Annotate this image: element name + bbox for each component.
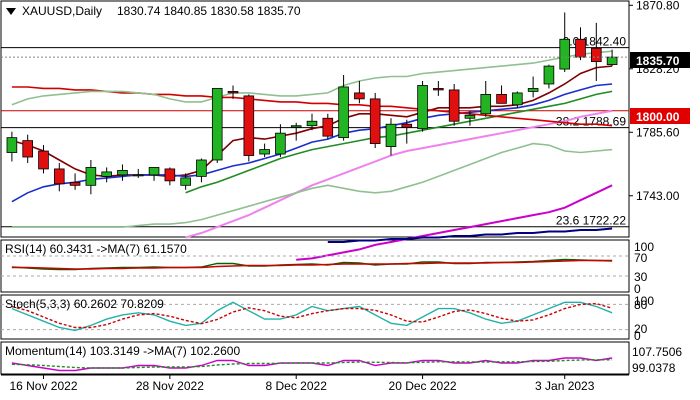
candle-body-22 [354,92,365,100]
candle-body-7 [117,170,128,176]
overlay-line-6 [11,142,613,228]
candle-body-11 [180,177,191,186]
stoch-level-80: 80 [634,298,648,312]
momentum-label: Momentum(14) 103.3149 ->MA(7) 102.2600 [5,344,240,358]
chart-ohlc: 1830.74 1840.85 1830.58 1835.70 [117,4,301,18]
candle-body-35 [559,38,571,70]
stoch-label: Stoch(5,3,3) 60.2602 70.8209 [5,297,164,311]
x-tick-label-0: 16 Nov 2022 [9,379,77,393]
rsi-level-100: 100 [634,240,654,254]
indicator-layer [1,255,629,372]
rsi-label: RSI(14) 60.3431 ->MA(7) 61.1570 [5,242,187,256]
candle-body-32 [512,92,523,106]
overlay-line-5 [11,50,613,106]
stoch-panel [0,294,630,340]
candle-body-31 [496,94,507,104]
stoch-level-20: 20 [634,322,648,336]
candle-body-36 [575,38,586,58]
rsi-level-0: 0 [634,282,641,296]
candle-body-13 [211,88,223,161]
candle-body-34 [543,65,555,85]
candle-body-6 [101,171,112,177]
candle-body-24 [385,123,397,147]
candle-body-16 [259,149,270,155]
chart-symbol: XAUUSD,Daily [22,4,102,18]
candle-body-30 [480,94,492,115]
collapse-triangle-icon[interactable] [6,8,16,15]
candle-body-15 [243,95,255,156]
overlay-line-8 [327,227,613,243]
candle-body-2 [38,150,49,170]
candle-body-5 [85,167,97,186]
candle-body-17 [275,132,286,155]
candle-body-38 [606,56,618,65]
candle-body-26 [417,85,428,130]
candle-body-37 [591,47,602,63]
rsi-level-30: 30 [634,270,648,284]
y-tick-label-2: 1785.60 [636,125,680,139]
overlay-line-3 [185,109,613,239]
x-tick-label-1: 28 Nov 2022 [136,379,204,393]
candle-body-25 [401,123,413,128]
candle-body-19 [306,120,318,127]
stoch-series-0 [11,301,613,332]
candle-body-14 [227,91,239,94]
momentum-series-1 [11,359,613,369]
x-tick-label-2: 8 Dec 2022 [266,379,328,393]
y-tick-label-3: 1743.00 [636,189,680,203]
candle-body-23 [369,98,381,144]
candle-body-8 [132,174,144,177]
overlay-line-7 [296,184,613,261]
candle-body-33 [527,88,539,92]
candle-body-4 [69,181,81,186]
candle-body-12 [196,159,207,177]
momentum-level-low: 99.0378 [632,361,676,375]
candle-body-0 [6,137,18,153]
level-label-0: 0.0 1842.40 [563,35,627,49]
rsi-level-70: 70 [634,251,648,265]
candle-body-18 [290,125,302,128]
candle-body-1 [22,140,33,158]
candle-body-27 [433,88,444,91]
candle-body-20 [322,117,334,137]
overlay-line-2 [185,90,613,194]
candle-body-10 [164,168,176,182]
stoch-series-1 [11,302,613,329]
level-1800-text: 1800.00 [636,110,680,124]
current-price-text: 1835.70 [636,54,680,68]
current-price-tag [630,52,690,68]
candle-body-28 [448,89,460,122]
rsi-panel [0,239,630,293]
overlay-line-1 [11,83,613,203]
momentum-level-high: 107.7506 [632,345,682,359]
candle-body-3 [53,168,65,185]
x-tick-label-3: 20 Dec 2022 [389,379,457,393]
main-price-panel [0,0,630,238]
stoch-level-0: 0 [634,329,641,343]
candle-body-21 [338,86,349,139]
stoch-level-100: 100 [634,294,654,308]
rsi-series-1 [11,259,613,270]
x-tick-label-4: 3 Jan 2023 [535,379,595,393]
candle-body-9 [148,167,160,176]
y-tick-label-0: 1870.80 [636,0,680,12]
level-1800-tag [630,108,690,124]
level-label-2: 23.6 1722.22 [556,214,626,228]
candle-body-29 [464,114,476,119]
